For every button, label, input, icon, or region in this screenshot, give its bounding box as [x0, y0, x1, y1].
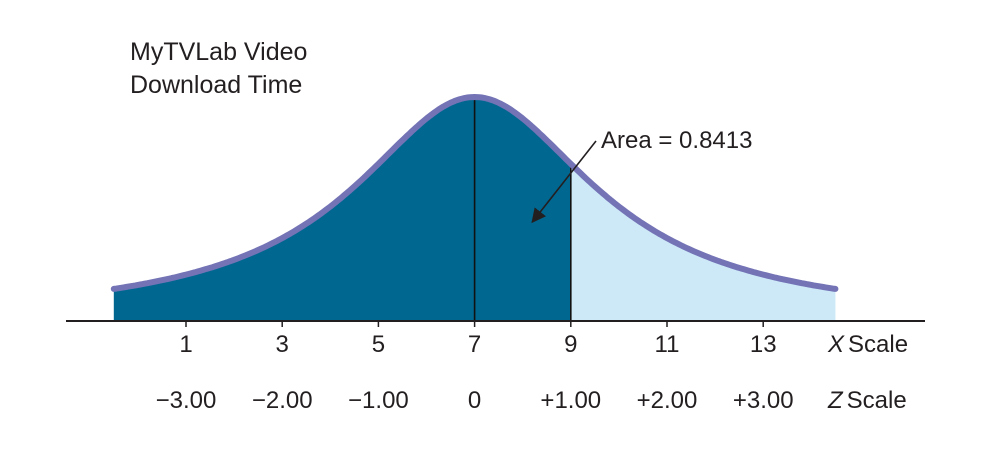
x-scale-variable: X	[827, 331, 845, 358]
z-scale-word: Scale	[847, 387, 907, 414]
area-annotation: Area = 0.8413	[601, 127, 752, 154]
x-tick-label: 13	[750, 331, 777, 358]
z-tick-label: +1.00	[540, 387, 601, 414]
x-tick-label: 1	[179, 331, 192, 358]
z-tick-label: +3.00	[733, 387, 794, 414]
z-scale-ticks: −3.00 −2.00 −1.00 0 +1.00 +2.00 +3.00	[156, 387, 794, 414]
z-tick-label: 0	[468, 387, 481, 414]
z-tick-label: −1.00	[348, 387, 409, 414]
x-tick-label: 5	[372, 331, 385, 358]
x-scale-word: Scale	[848, 331, 908, 358]
x-tick-label: 7	[468, 331, 481, 358]
x-tick-label: 11	[655, 331, 680, 358]
chart-title-line-2: Download Time	[130, 71, 302, 99]
x-scale-ticks: 1 3 5 7 9 11 13	[179, 321, 777, 358]
chart-title-line-1: MyTVLab Video	[130, 38, 307, 66]
x-tick-label: 3	[276, 331, 289, 358]
z-scale-label: Z Scale	[827, 387, 907, 414]
x-scale-label: X Scale	[827, 331, 908, 358]
z-scale-variable: Z	[827, 387, 844, 414]
z-tick-label: −2.00	[252, 387, 313, 414]
z-tick-label: +2.00	[637, 387, 698, 414]
shaded-area	[113, 97, 571, 321]
normal-curve	[110, 94, 839, 292]
x-tick-label: 9	[564, 331, 577, 358]
unshaded-tail-area	[570, 163, 836, 321]
annotation-arrow	[531, 140, 597, 224]
z-tick-label: −3.00	[156, 387, 217, 414]
